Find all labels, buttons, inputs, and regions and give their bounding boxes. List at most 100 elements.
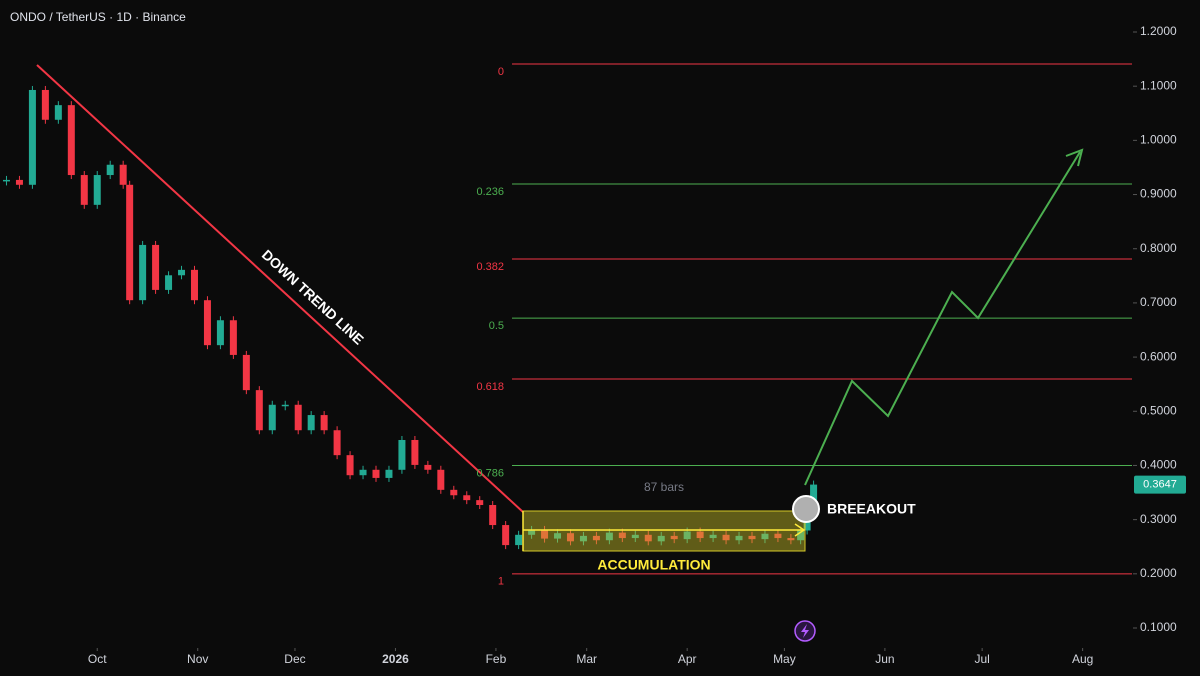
candle — [774, 533, 782, 539]
x-tick-label: Aug — [1072, 652, 1093, 666]
projection-path — [804, 151, 1081, 486]
fib-label: 0.5 — [489, 320, 504, 332]
fib-label: 0 — [498, 66, 504, 78]
candle — [2, 179, 10, 182]
candle — [528, 529, 536, 535]
candle — [683, 531, 691, 540]
x-tick-label: Oct — [88, 652, 107, 666]
bars-label: 87 bars — [644, 480, 684, 494]
y-tick-label: 1.2000 — [1140, 24, 1177, 38]
y-tick-label: 0.1000 — [1140, 620, 1177, 634]
fib-label: 0.786 — [476, 467, 504, 479]
candle — [424, 464, 432, 470]
y-tick-label: 0.4000 — [1140, 458, 1177, 472]
candle — [489, 505, 497, 526]
candle — [592, 535, 600, 541]
candle — [203, 300, 211, 346]
candle — [320, 415, 328, 431]
accumulation-box — [522, 510, 806, 552]
candle — [502, 525, 510, 546]
y-tick-label: 0.5000 — [1140, 403, 1177, 417]
candle — [307, 415, 315, 431]
candle — [554, 533, 562, 539]
candle — [139, 244, 147, 301]
candle — [229, 320, 237, 355]
candle — [242, 354, 250, 391]
candle — [709, 534, 717, 539]
candle — [54, 105, 62, 120]
x-tick-label: Jun — [875, 652, 894, 666]
candle — [268, 404, 276, 431]
candle — [385, 469, 393, 478]
y-tick-label: 0.8000 — [1140, 241, 1177, 255]
y-tick-label: 0.9000 — [1140, 187, 1177, 201]
candle — [670, 535, 678, 540]
chart-title: ONDO / TetherUS · 1D · Binance — [10, 10, 186, 24]
candle — [255, 390, 263, 431]
candle — [93, 175, 101, 205]
candle — [41, 89, 49, 120]
candle — [28, 89, 36, 185]
price-tag — [1134, 475, 1186, 494]
candle — [618, 532, 626, 539]
candle — [735, 535, 743, 541]
x-tick-label: Jul — [974, 652, 989, 666]
x-tick-label: Dec — [284, 652, 305, 666]
candle — [333, 430, 341, 456]
fib-label: 1 — [498, 576, 504, 588]
x-tick-label: Nov — [187, 652, 208, 666]
candle — [761, 533, 769, 540]
x-tick-label: 2026 — [382, 652, 409, 666]
candle — [748, 535, 756, 540]
candle — [15, 179, 23, 185]
candle — [281, 404, 289, 407]
y-tick-label: 1.1000 — [1140, 78, 1177, 92]
candle — [294, 404, 302, 431]
x-tick-label: Apr — [678, 652, 697, 666]
breakout-marker — [792, 495, 820, 523]
candle — [579, 535, 587, 542]
breakout-label: BREEAKOUT — [827, 501, 916, 517]
price-tag-label: 0.3647 — [1143, 478, 1177, 490]
candle — [190, 269, 198, 301]
candle — [696, 531, 704, 539]
candle — [346, 455, 354, 476]
x-tick-label: Feb — [486, 652, 507, 666]
candle — [797, 530, 805, 541]
y-tick-label: 1.0000 — [1140, 133, 1177, 147]
y-tick-label: 0.3000 — [1140, 512, 1177, 526]
candle — [450, 489, 458, 496]
x-tick-label: Mar — [576, 652, 597, 666]
candle — [541, 529, 549, 539]
x-tick-label: May — [773, 652, 796, 666]
candle — [810, 484, 818, 504]
candle — [398, 439, 406, 470]
candle — [644, 534, 652, 542]
candle — [178, 269, 186, 276]
candle — [165, 275, 173, 290]
fib-label: 0.618 — [476, 381, 504, 393]
range-arrowhead — [794, 523, 806, 537]
candle — [119, 164, 127, 185]
candle — [359, 469, 367, 476]
candle — [152, 244, 160, 290]
candle — [463, 495, 471, 501]
candle — [787, 538, 795, 541]
candle — [476, 500, 484, 506]
down-trend-line — [36, 64, 524, 513]
projection-arrowhead — [1065, 148, 1084, 167]
candle — [437, 469, 445, 490]
candle — [372, 469, 380, 478]
candle — [657, 535, 665, 542]
candle — [411, 439, 419, 465]
fib-label: 0.236 — [476, 186, 504, 198]
candle — [126, 184, 134, 301]
candle — [80, 175, 88, 205]
candle — [106, 164, 114, 176]
flash-glyph — [801, 624, 809, 638]
fib-label: 0.382 — [476, 261, 504, 273]
y-tick-label: 0.7000 — [1140, 295, 1177, 309]
candle — [631, 534, 639, 539]
